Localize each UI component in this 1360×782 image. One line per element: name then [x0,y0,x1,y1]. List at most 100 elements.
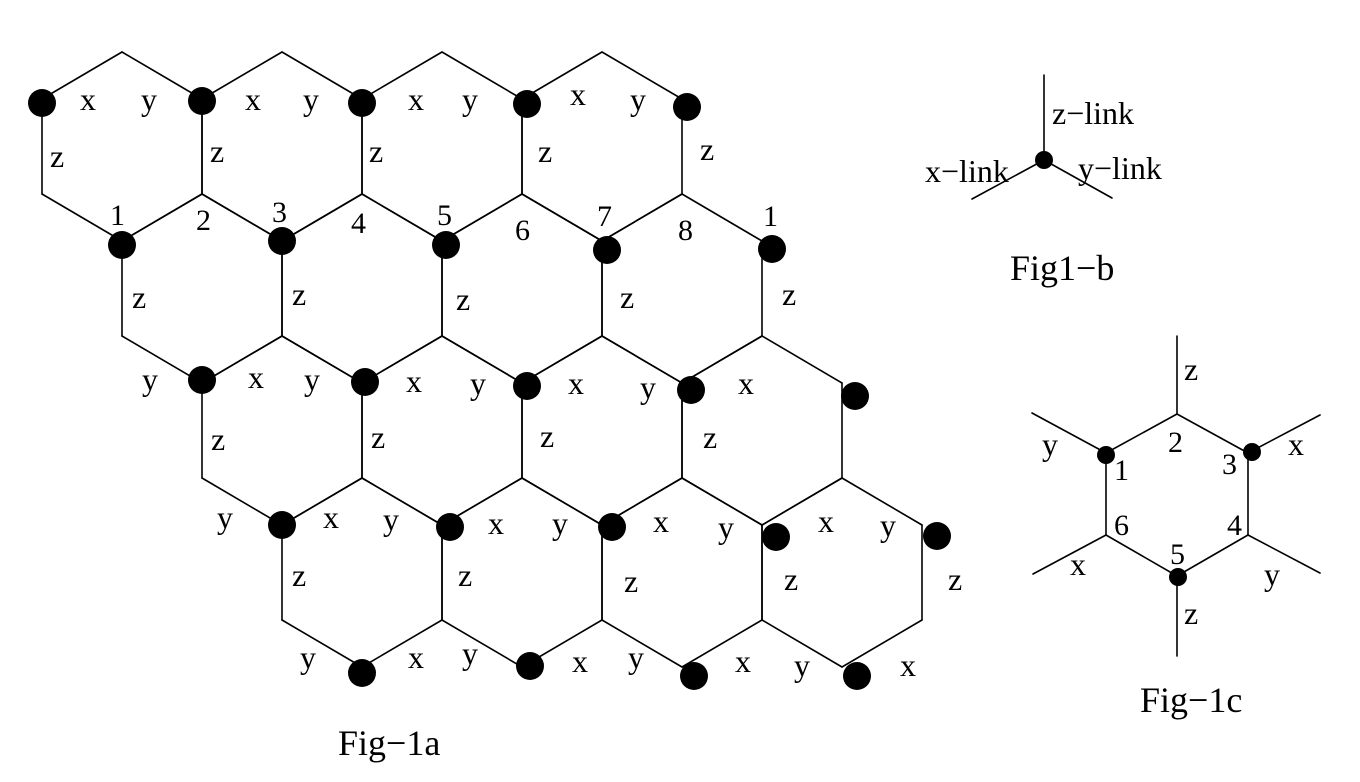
hexagon-bond [601,335,683,384]
hexagon-bond [201,51,283,100]
edge-label: z [538,133,552,169]
x-link-bond [971,159,1045,200]
site-number: 5 [1170,538,1185,571]
edge-label: z [458,557,472,593]
edge-label: y [383,501,399,537]
hexagon-bond [601,51,683,100]
edge-label: x [570,76,586,112]
plaquette-bond [1176,534,1249,577]
lattice-site [841,382,869,410]
hexagon-bond [841,619,923,668]
fig1b-caption: Fig1−b [1010,248,1114,288]
hexagon-bond [761,477,843,526]
edge-label: z [50,138,64,174]
hexagon-bond [441,619,523,668]
edge-label: z [211,421,225,457]
site-number: 3 [1222,448,1237,481]
edge-label: x [735,643,751,679]
edge-label: x [245,81,261,117]
fig1c-caption: Fig−1c [1140,680,1242,720]
fig1a-edge-labels: x y x y x y x y z z z z z z z z z z y x … [50,76,962,683]
hexagon-bond [281,51,363,100]
lattice-site [673,93,701,121]
site-number: 2 [196,204,211,237]
vertex-site [1035,151,1053,169]
edge-label: z [784,561,798,597]
edge-label: z [703,419,717,455]
edge-label: z [700,131,714,167]
edge-label: y [142,361,158,397]
edge-label: y [640,369,656,405]
edge-label: z [782,276,796,312]
hexagon-bond [281,335,363,384]
z-link-label: z−link [1052,95,1134,131]
edge-label: x [1070,546,1086,582]
edge-label: y [217,499,233,535]
edge-label: z [1184,351,1198,387]
hexagon-bond [681,619,763,668]
lattice-site [268,227,296,255]
edge-label: x [323,499,339,535]
edge-label: y [718,509,734,545]
hexagon-bond [281,477,363,526]
outer-y-bond [1247,534,1321,574]
lattice-site [268,511,296,539]
hexagon-bond [41,193,123,242]
hexagon-bond [361,619,443,668]
hexagon-bond [521,51,603,100]
edge-label: y [1042,426,1058,462]
site-number: 6 [1114,509,1129,542]
hexagon-bond [761,335,843,384]
plaquette-bond [1105,534,1178,577]
edge-label: x [408,639,424,675]
hexagon-bond [361,477,443,526]
hexagon-bond [681,193,763,242]
hexagon-bond [521,477,603,526]
outer-x-bond [1247,414,1321,454]
edge-label: x [818,503,834,539]
hexagon-bond [521,193,603,242]
lattice-site [677,376,705,404]
plaquette-site [1169,568,1187,586]
edge-label: y [303,81,319,117]
hexagon-bond [281,619,363,668]
edge-label: z [292,557,306,593]
hexagon-bond [601,619,683,668]
hexagon-bond [41,51,123,100]
plaquette-bond [1176,413,1249,454]
edge-label: y [794,647,810,683]
edge-label: x [488,505,504,541]
edge-label: z [620,279,634,315]
edge-label: y [470,365,486,401]
edge-label: z [369,133,383,169]
site-number: 8 [678,214,693,247]
hexagon-bond [441,335,523,384]
edge-label: z [1184,595,1198,631]
edge-label: y [552,505,568,541]
fig1b-link-legend: z−link x−link y−link [925,95,1162,189]
y-link-label: y−link [1078,150,1162,186]
lattice-site [513,90,541,118]
site-number: 3 [272,196,287,229]
site-number: 4 [1227,509,1242,542]
hexagon-bond [841,477,923,526]
hexagon-bond [121,335,203,384]
hexagon-bond [201,193,283,242]
edge-label: y [628,639,644,675]
edge-label: x [572,643,588,679]
hexagon-bond [361,193,443,242]
edge-label: x [406,363,422,399]
plaquette-site [1097,446,1115,464]
edge-label: y [141,81,157,117]
lattice-site [923,522,951,550]
site-number: 4 [351,207,366,240]
hexagon-bond [601,193,683,242]
lattice-site [348,659,376,687]
edge-label: z [210,133,224,169]
edge-label: z [456,281,470,317]
site-number: 1 [763,200,778,233]
edge-label: x [653,503,669,539]
outer-y-bond [1031,412,1107,454]
plaquette-site [1243,443,1261,461]
